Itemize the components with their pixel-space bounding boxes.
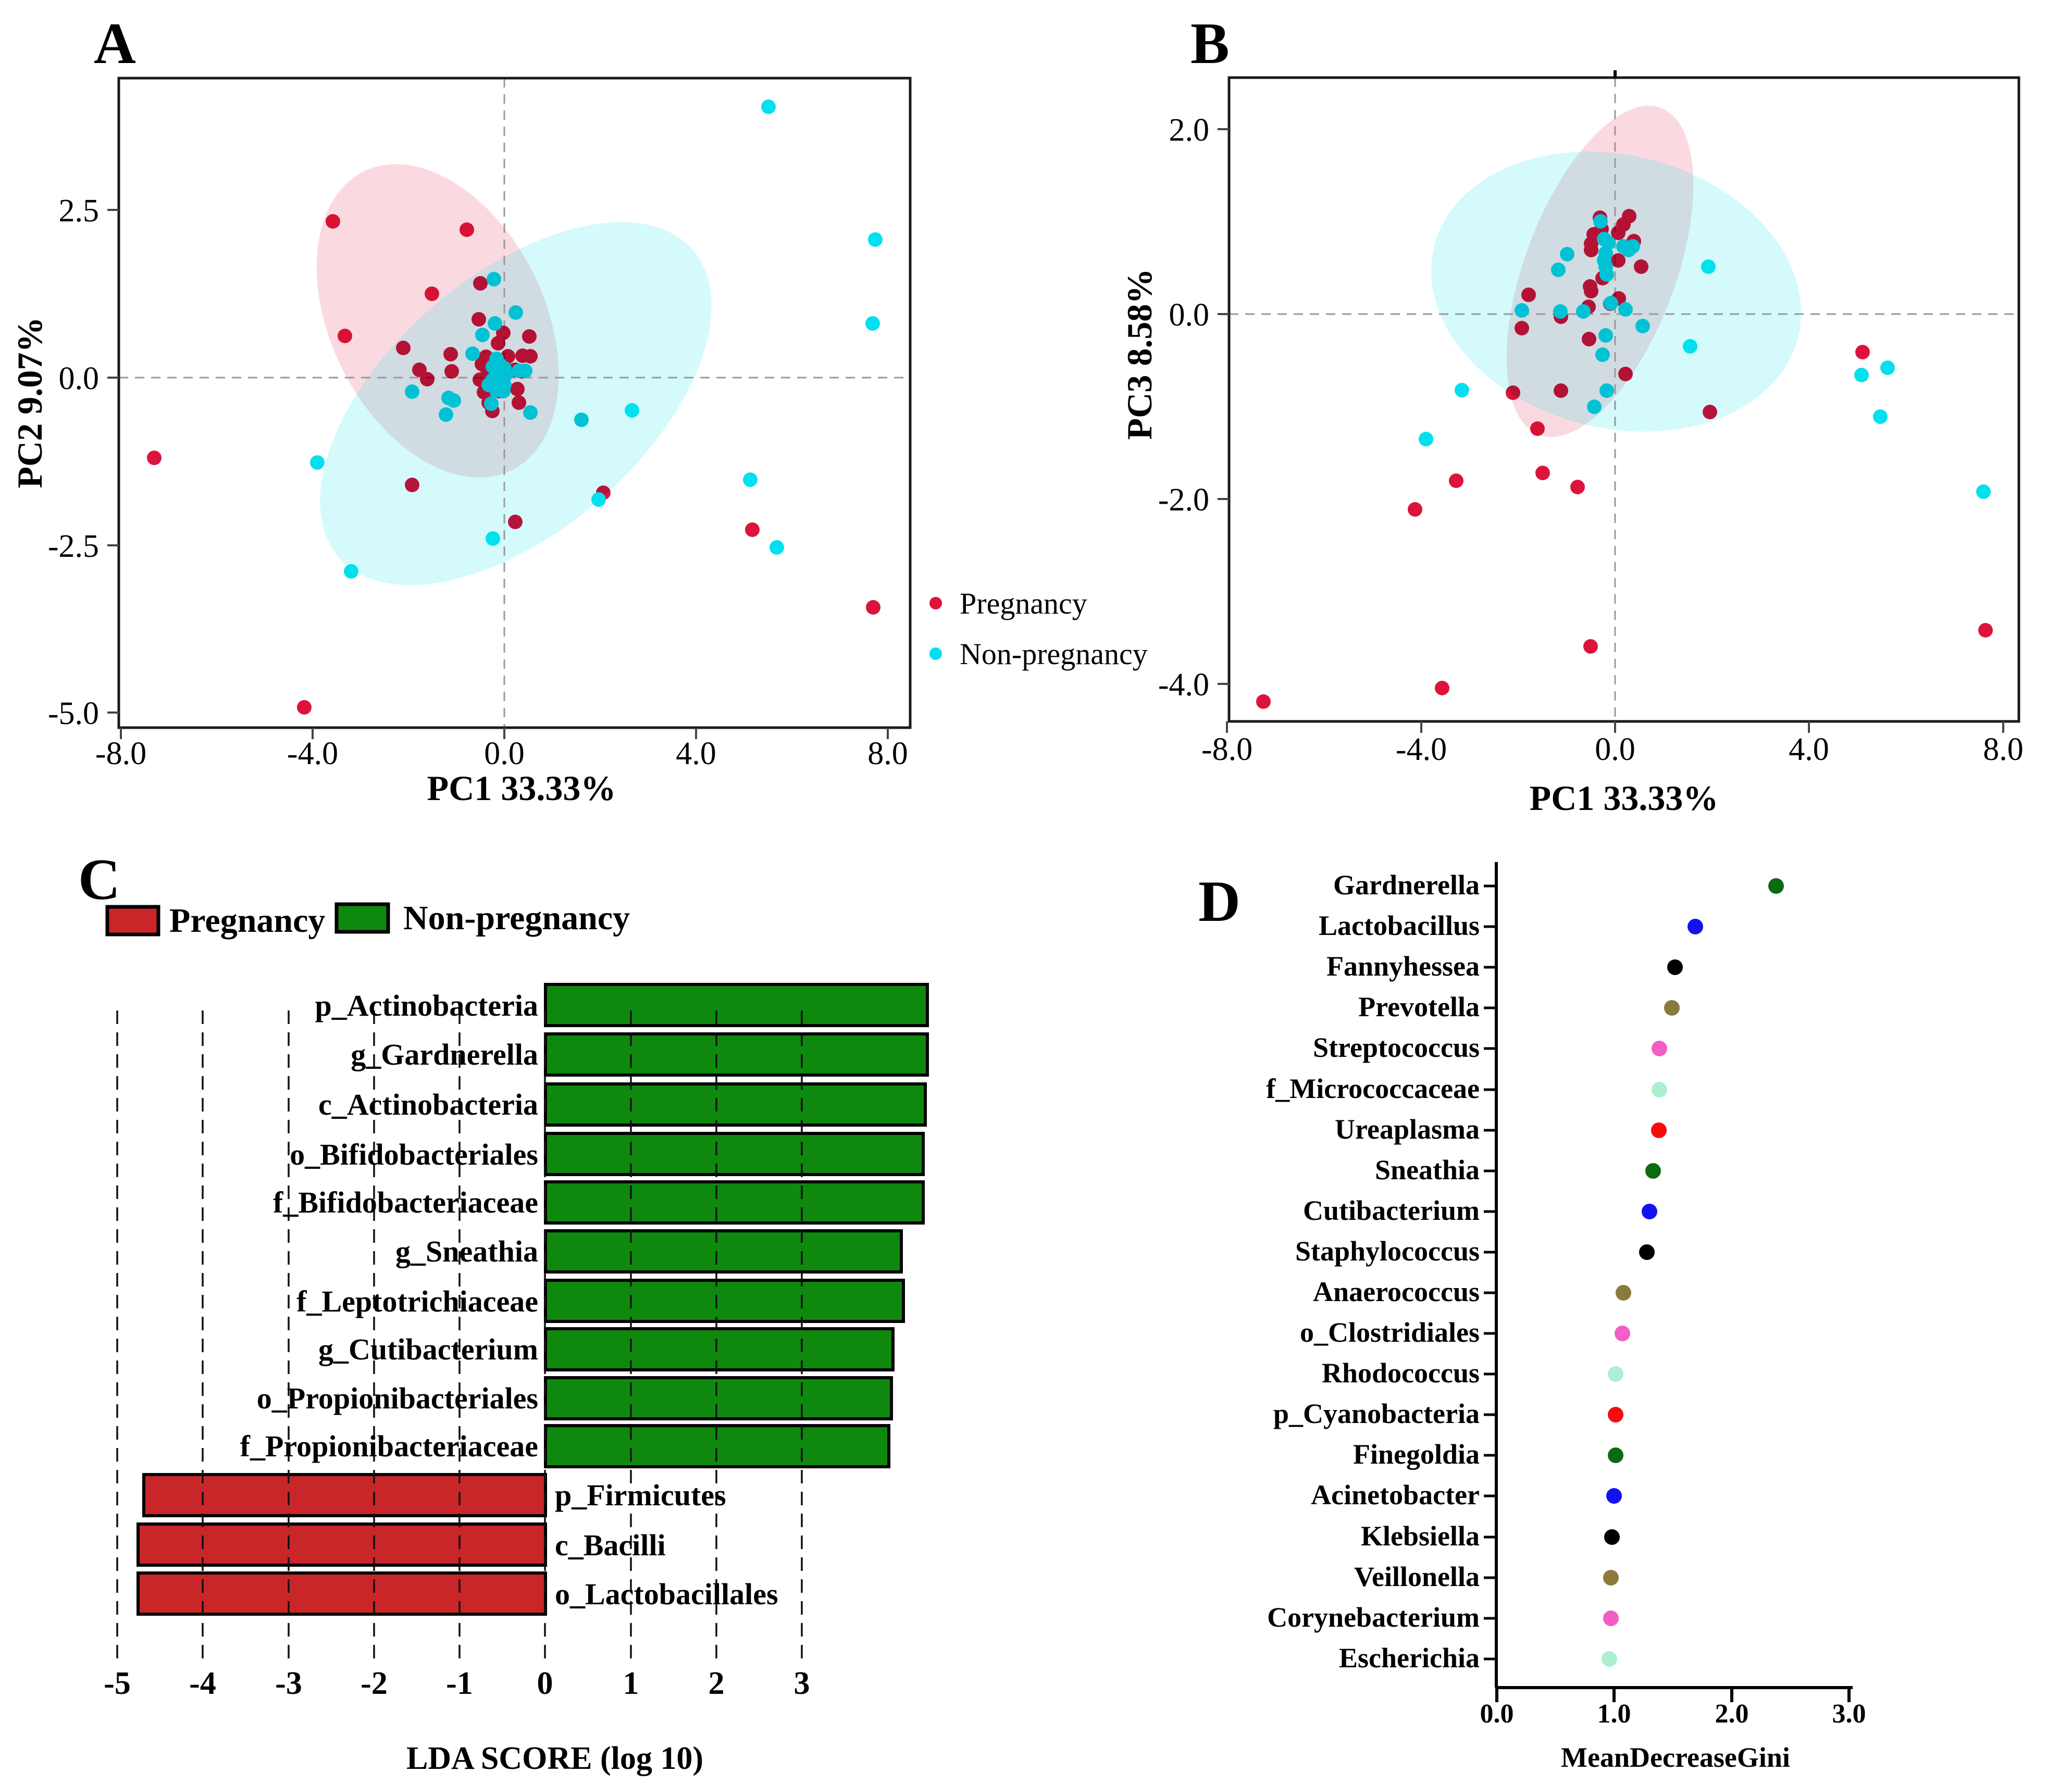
svg-text:Finegoldia: Finegoldia bbox=[1353, 1439, 1480, 1470]
svg-text:-2: -2 bbox=[361, 1666, 388, 1701]
svg-text:2: 2 bbox=[709, 1666, 725, 1701]
svg-text:0.0: 0.0 bbox=[1480, 1699, 1514, 1729]
svg-text:-2.0: -2.0 bbox=[1158, 482, 1209, 518]
svg-text:Non-pregnancy: Non-pregnancy bbox=[960, 637, 1148, 671]
svg-text:LDA SCORE (log 10): LDA SCORE (log 10) bbox=[406, 1741, 703, 1776]
svg-text:Corynebacterium: Corynebacterium bbox=[1267, 1602, 1480, 1633]
svg-text:-8.0: -8.0 bbox=[95, 736, 146, 771]
svg-text:Veillonella: Veillonella bbox=[1354, 1561, 1480, 1592]
svg-text:8.0: 8.0 bbox=[867, 736, 908, 771]
svg-text:-1: -1 bbox=[446, 1666, 473, 1701]
svg-text:g_Gardnerella: g_Gardnerella bbox=[351, 1038, 538, 1071]
svg-text:Ureaplasma: Ureaplasma bbox=[1335, 1114, 1480, 1145]
svg-text:-3: -3 bbox=[275, 1666, 302, 1701]
svg-text:3: 3 bbox=[794, 1666, 810, 1701]
svg-text:1.0: 1.0 bbox=[1597, 1699, 1631, 1729]
svg-text:g_Sneathia: g_Sneathia bbox=[395, 1234, 538, 1268]
svg-text:D: D bbox=[1198, 869, 1240, 934]
svg-text:-4.0: -4.0 bbox=[1158, 667, 1209, 703]
svg-text:2.0: 2.0 bbox=[1715, 1699, 1749, 1729]
svg-text:Gardnerella: Gardnerella bbox=[1333, 869, 1480, 901]
svg-text:p_Firmicutes: p_Firmicutes bbox=[555, 1478, 726, 1512]
svg-text:o_Lactobacillales: o_Lactobacillales bbox=[555, 1577, 778, 1611]
svg-text:PC1 33.33%: PC1 33.33% bbox=[427, 768, 616, 808]
svg-text:p_Actinobacteria: p_Actinobacteria bbox=[315, 989, 539, 1022]
svg-text:f_Bifidobacteriaceae: f_Bifidobacteriaceae bbox=[273, 1185, 538, 1219]
svg-text:4.0: 4.0 bbox=[1789, 732, 1829, 767]
svg-text:PC3 8.58%: PC3 8.58% bbox=[1120, 269, 1159, 440]
svg-text:Klebsiella: Klebsiella bbox=[1361, 1520, 1480, 1552]
svg-text:0: 0 bbox=[537, 1666, 553, 1701]
svg-text:Staphylococcus: Staphylococcus bbox=[1295, 1235, 1480, 1267]
svg-text:Escherichia: Escherichia bbox=[1339, 1642, 1480, 1674]
svg-text:0.0: 0.0 bbox=[59, 361, 100, 396]
svg-text:0.0: 0.0 bbox=[1169, 297, 1210, 333]
svg-text:p_Cyanobacteria: p_Cyanobacteria bbox=[1273, 1398, 1480, 1429]
svg-text:-2.5: -2.5 bbox=[48, 529, 99, 564]
svg-text:0.0: 0.0 bbox=[484, 736, 525, 771]
svg-text:-4: -4 bbox=[189, 1666, 216, 1701]
svg-text:o_Clostridiales: o_Clostridiales bbox=[1300, 1317, 1480, 1348]
svg-text:o_Propionibacteriales: o_Propionibacteriales bbox=[257, 1381, 538, 1415]
svg-text:g_Cutibacterium: g_Cutibacterium bbox=[318, 1332, 538, 1366]
svg-text:-8.0: -8.0 bbox=[1201, 732, 1252, 767]
svg-text:0.0: 0.0 bbox=[1595, 732, 1635, 767]
svg-text:B: B bbox=[1190, 11, 1230, 76]
svg-text:Pregnancy: Pregnancy bbox=[960, 586, 1087, 620]
svg-text:c_Actinobacteria: c_Actinobacteria bbox=[318, 1088, 538, 1121]
svg-text:2.0: 2.0 bbox=[1169, 113, 1210, 148]
svg-text:-4.0: -4.0 bbox=[1396, 732, 1447, 767]
svg-text:MeanDecreaseGini: MeanDecreaseGini bbox=[1561, 1742, 1790, 1773]
svg-text:-5.0: -5.0 bbox=[48, 696, 99, 731]
svg-text:-5: -5 bbox=[104, 1666, 131, 1701]
svg-text:f_Leptotrichiaceae: f_Leptotrichiaceae bbox=[296, 1284, 538, 1318]
svg-text:o_Bifidobacteriales: o_Bifidobacteriales bbox=[290, 1138, 538, 1171]
svg-text:2.5: 2.5 bbox=[59, 193, 100, 229]
svg-text:Anaerococcus: Anaerococcus bbox=[1313, 1276, 1480, 1307]
svg-text:Cutibacterium: Cutibacterium bbox=[1303, 1195, 1480, 1226]
svg-text:C: C bbox=[78, 847, 120, 912]
svg-text:4.0: 4.0 bbox=[676, 736, 716, 771]
svg-text:Prevotella: Prevotella bbox=[1358, 991, 1480, 1022]
svg-text:-4.0: -4.0 bbox=[287, 736, 338, 771]
svg-text:Fannyhessea: Fannyhessea bbox=[1326, 951, 1480, 982]
svg-text:8.0: 8.0 bbox=[1983, 732, 2024, 767]
svg-text:Streptococcus: Streptococcus bbox=[1313, 1032, 1480, 1063]
svg-text:Non-pregnancy: Non-pregnancy bbox=[403, 899, 630, 937]
svg-text:Sneathia: Sneathia bbox=[1375, 1154, 1480, 1185]
svg-text:c_Bacilli: c_Bacilli bbox=[555, 1528, 666, 1562]
svg-text:PC2 9.07%: PC2 9.07% bbox=[10, 317, 49, 489]
svg-text:3.0: 3.0 bbox=[1832, 1699, 1866, 1729]
svg-text:A: A bbox=[94, 11, 136, 76]
svg-text:f_Micrococcaceae: f_Micrococcaceae bbox=[1266, 1073, 1480, 1104]
svg-text:PC1 33.33%: PC1 33.33% bbox=[1530, 778, 1719, 818]
svg-text:Acinetobacter: Acinetobacter bbox=[1311, 1479, 1480, 1511]
svg-text:1: 1 bbox=[623, 1666, 639, 1701]
svg-text:f_Propionibacteriaceae: f_Propionibacteriaceae bbox=[240, 1429, 538, 1463]
svg-text:Pregnancy: Pregnancy bbox=[169, 902, 325, 940]
svg-text:Lactobacillus: Lactobacillus bbox=[1319, 910, 1480, 941]
svg-text:Rhodococcus: Rhodococcus bbox=[1322, 1357, 1480, 1389]
